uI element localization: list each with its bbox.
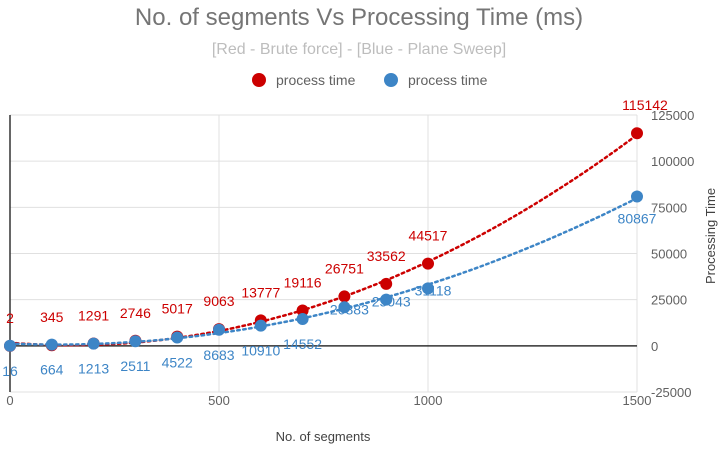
data-point-series-1[interactable] [213,323,225,336]
chart-subtitle: [Red - Brute force] - [Blue - Plane Swee… [212,41,506,58]
data-labels: 2 345 1291 2746 5017 9063 13777191162675133562… [2,97,668,379]
data-label-series-0: 33562 [367,248,406,264]
data-label-series-1: 14552 [283,336,322,352]
data-point-series-1[interactable] [380,293,393,306]
y-tick-label: -25000 [651,385,691,400]
y-tick-label: 0 [651,339,658,354]
x-tick-label: 0 [6,393,13,408]
legend-marker-brute-force [252,73,266,87]
data-label-series-1: 25043 [372,294,411,310]
data-point-series-1[interactable] [338,301,351,314]
data-point-series-1[interactable] [45,338,58,351]
data-label-series-0: 2746 [120,305,151,321]
data-label-series-0: 345 [40,309,64,325]
legend-marker-plane-sweep [384,73,398,87]
y-tick-label: 125000 [651,108,694,123]
gridlines [10,114,638,393]
data-label-series-1: 1213 [78,361,109,377]
legend-label-brute-force: process time [276,72,356,88]
data-point-series-0[interactable] [296,304,309,317]
data-label-series-0: 44517 [409,228,448,244]
y-tick-label: 75000 [651,200,687,215]
data-label-series-0: 1291 [78,307,109,323]
data-point-series-1[interactable] [422,282,434,295]
data-point-series-0[interactable] [338,290,351,303]
data-point-series-1[interactable] [254,319,267,332]
data-label-series-0: 26751 [325,260,364,276]
x-tick-label: 500 [208,393,230,408]
data-point-series-0[interactable] [380,277,393,290]
data-label-series-1: 4522 [162,354,193,370]
data-point-series-1[interactable] [87,337,100,350]
data-point-series-1[interactable] [4,339,16,352]
data-point-series-1[interactable] [129,335,142,348]
data-label-series-1: 80867 [618,210,657,226]
y-tick-label: 25000 [651,293,687,308]
data-label-series-1: 20883 [330,301,369,317]
data-label-series-1: 8683 [203,347,234,363]
data-label-series-0: 2 [6,310,14,326]
data-label-series-1: 31118 [415,282,452,298]
data-label-series-0: 19116 [284,275,322,291]
trendlines [8,133,639,347]
data-point-series-1[interactable] [296,312,309,325]
data-label-series-1: 10910 [241,343,280,359]
trendline-series-1 [8,196,639,346]
x-tick-label: 1500 [623,393,652,408]
x-tick-label: 1000 [414,393,443,408]
y-axis-title: Processing Time [703,188,718,284]
data-label-series-0: 9063 [203,293,234,309]
legend[interactable]: process time process time [252,72,488,88]
data-label-series-0: 13777 [241,284,280,300]
y-tick-label: 50000 [651,247,687,262]
data-point-series-1[interactable] [631,190,643,203]
data-point-series-0[interactable] [422,257,434,270]
data-point-series-1[interactable] [171,331,184,344]
data-label-series-0: 115142 [622,97,668,113]
x-axis-title: No. of segments [276,429,371,444]
y-tick-label: 100000 [651,154,694,169]
data-label-series-1: 2511 [120,358,150,374]
data-label-series-1: 16 [2,363,18,379]
tick-labels: -25000 0 25000 50000 75000 100000 125000 0 500 10… [6,108,694,408]
data-label-series-0: 5017 [162,301,193,317]
data-label-series-1: 664 [40,362,64,378]
chart-title: No. of segments Vs Processing Time (ms) [135,4,583,31]
data-points [4,127,643,352]
data-point-series-0[interactable] [631,127,643,140]
legend-label-plane-sweep: process time [408,72,488,88]
